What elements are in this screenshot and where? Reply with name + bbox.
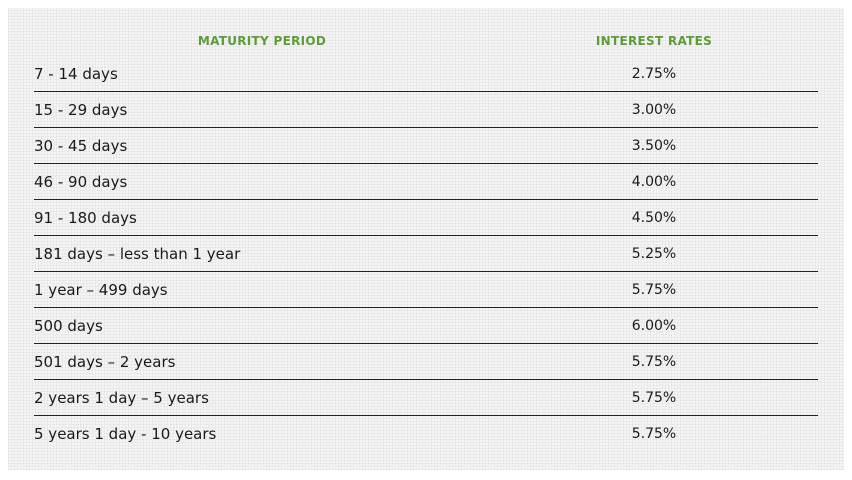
table-row: 30 - 45 days 3.50% — [34, 127, 818, 164]
table-header-row: MATURITY PERIOD INTEREST RATES — [34, 26, 818, 56]
table-row: 181 days – less than 1 year 5.25% — [34, 235, 818, 272]
interest-rate-cell: 5.75% — [490, 343, 818, 380]
maturity-period-cell: 91 - 180 days — [34, 199, 490, 236]
maturity-period-cell: 15 - 29 days — [34, 91, 490, 128]
interest-rates-header: INTEREST RATES — [595, 34, 713, 48]
interest-rate-cell: 5.25% — [490, 235, 818, 272]
maturity-period-cell: 46 - 90 days — [34, 163, 490, 200]
maturity-period-cell: 500 days — [34, 307, 490, 344]
interest-rate-table: MATURITY PERIOD INTEREST RATES 7 - 14 da… — [34, 26, 818, 451]
interest-rate-cell: 4.00% — [490, 163, 818, 200]
maturity-period-cell: 30 - 45 days — [34, 127, 490, 164]
table-row: 91 - 180 days 4.50% — [34, 199, 818, 236]
interest-rate-panel: MATURITY PERIOD INTEREST RATES 7 - 14 da… — [8, 8, 844, 470]
maturity-period-cell: 1 year – 499 days — [34, 271, 490, 308]
interest-rate-cell: 5.75% — [490, 271, 818, 308]
interest-rate-cell: 3.00% — [490, 91, 818, 128]
maturity-period-cell: 5 years 1 day - 10 years — [34, 424, 217, 443]
maturity-period-cell: 2 years 1 day – 5 years — [34, 379, 490, 416]
table-row: 2 years 1 day – 5 years 5.75% — [34, 379, 818, 416]
maturity-period-cell: 7 - 14 days — [34, 56, 490, 92]
table-row: 7 - 14 days 2.75% — [34, 56, 818, 92]
interest-rate-cell: 5.75% — [631, 425, 677, 442]
table-row: 501 days – 2 years 5.75% — [34, 343, 818, 380]
table-row: 46 - 90 days 4.00% — [34, 163, 818, 200]
maturity-period-cell: 181 days – less than 1 year — [34, 235, 490, 272]
maturity-period-cell: 501 days – 2 years — [34, 343, 490, 380]
table-row: 5 years 1 day - 10 years 5.75% — [34, 416, 818, 452]
interest-rate-cell: 2.75% — [490, 56, 818, 92]
table-row: 500 days 6.00% — [34, 307, 818, 344]
maturity-period-header: MATURITY PERIOD — [197, 34, 327, 48]
interest-rate-cell: 3.50% — [490, 127, 818, 164]
interest-rate-cell: 5.75% — [490, 379, 818, 416]
table-row: 15 - 29 days 3.00% — [34, 91, 818, 128]
table-row: 1 year – 499 days 5.75% — [34, 271, 818, 308]
interest-rate-cell: 6.00% — [490, 307, 818, 344]
interest-rate-cell: 4.50% — [490, 199, 818, 236]
